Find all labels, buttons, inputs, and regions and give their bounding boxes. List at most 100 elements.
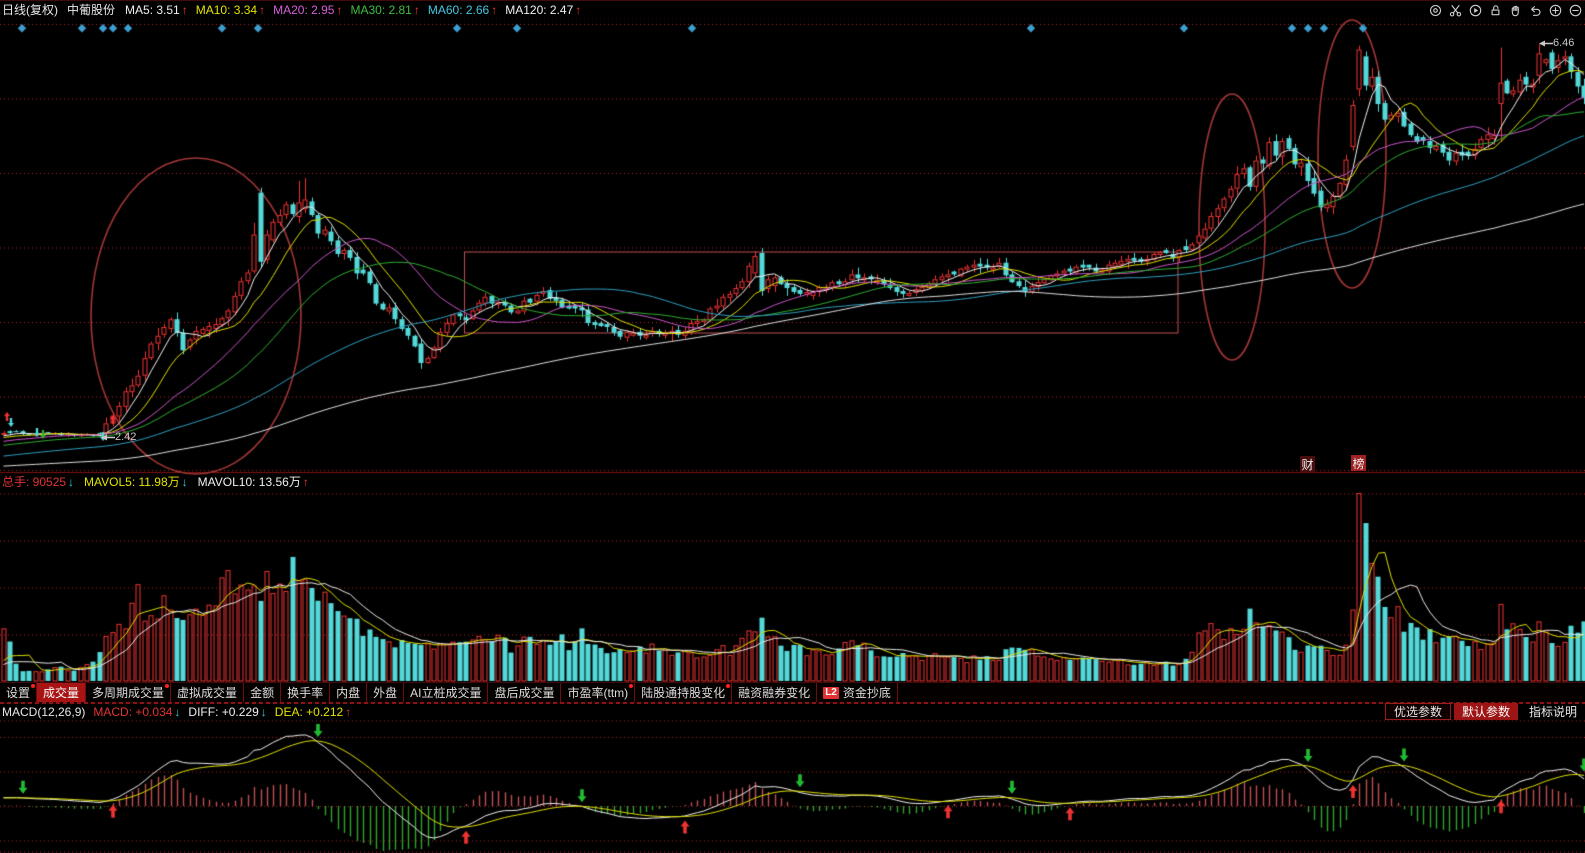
arrow-up-icon: ↑ [302,474,309,489]
ma-legend-item: MA30: 2.81 ↑ [350,3,419,17]
hand-icon[interactable] [1509,4,1522,17]
tab-label: 虚拟成交量 [177,686,238,700]
ma-legend-item: MA10: 3.34 ↑ [196,3,265,17]
arrow-down-icon: ↓ [174,704,181,719]
macd-value-text: MACD: +0.034 [93,704,173,719]
l2-badge: L2 [823,686,839,699]
arrow-up-icon: ↑ [181,2,188,17]
left-arrow-icon [1539,40,1553,46]
tab-label: 内盘 [336,686,361,700]
macd-params-label: MACD(12,26,9) [2,704,86,719]
notification-dot [165,684,170,688]
volume-header-item: MAVOL10: 13.56万 ↑ [198,473,309,490]
indicator-tab-bar: 设置 成交量 多周期成交量 虚拟成交量 金额 换手率 内盘 外盘 AI立桩成交量… [0,682,1585,704]
window-top-border [0,0,1585,1]
chart-toolbar [1429,4,1582,17]
watermark-char: 榜 [1351,455,1366,471]
stock-name: 中葡股份 [67,3,116,17]
low-price-value: 2.42 [115,431,137,443]
ma-legend-item: MA60: 2.66 ↑ [428,3,497,17]
tab-label: 设置 [6,686,31,700]
macd-header: MACD(12,26,9) MACD: +0.034 ↓ DIFF: +0.22… [0,703,1585,720]
scissors-icon[interactable] [1449,4,1462,17]
macd-value-item: DEA: +0.212 ↑ [275,705,351,719]
tab-outer-volume[interactable]: 外盘 [367,683,405,702]
eye-icon[interactable] [1429,4,1442,17]
arrow-up-icon: ↑ [575,2,582,17]
unlock-icon[interactable] [1489,4,1502,17]
ma60-legend-text: MA60: 2.66 [427,2,490,17]
notification-dot [629,684,634,688]
button-optimal-params[interactable]: 优选参数 [1384,703,1451,720]
chart-title-bar: 日线(复权) 中葡股份 MA5: 3.51 ↑ MA10: 3.34 ↑ MA2… [0,0,1585,19]
undo-icon[interactable] [1529,4,1542,17]
macd-value-item: DIFF: +0.229 ↓ [188,705,266,719]
tab-ai-volume[interactable]: AI立桩成交量 [404,683,489,702]
ma120-legend-text: MA120: 2.47 [505,2,574,17]
arrow-up-icon: ↑ [259,2,266,17]
arrow-down-icon: ↓ [260,704,267,719]
notification-dot [726,684,731,688]
period-label: 日线(复权) [2,3,58,17]
button-indicator-help[interactable]: 指标说明 [1528,705,1577,719]
arrow-up-icon: ↑ [345,704,352,719]
volume-header: 总手: 90525 ↓ MAVOL5: 11.98万 ↓ MAVOL10: 13… [0,473,1585,490]
tab-label: 市盈率(ttm) [567,686,629,700]
ma-legend-item: MA120: 2.47 ↑ [505,3,581,17]
arrow-up-icon: ↑ [336,2,343,17]
tab-label: AI立桩成交量 [410,686,482,700]
low-price-marker: 2.42 [101,431,136,443]
volume-header-item: MAVOL5: 11.98万 ↓ [84,473,188,490]
tab-volume[interactable]: 成交量 [37,683,87,702]
play-icon[interactable] [1469,4,1482,17]
ma5-legend-text: MA5: 3.51 [125,2,180,17]
tab-pe-ttm[interactable]: 市盈率(ttm) [561,683,636,702]
arrow-up-icon: ↑ [491,2,498,17]
ma20-legend-text: MA20: 2.95 [273,2,335,17]
tab-margin-trading[interactable]: 融资融券变化 [732,683,818,702]
notification-dot [31,684,36,688]
tab-label: 成交量 [43,686,80,700]
dea-value-text: DEA: +0.212 [274,704,344,719]
mavol5-text: MAVOL5: 11.98万 [84,475,180,489]
arrow-up-icon: ↑ [413,2,420,17]
tab-fund-bottom-fishing[interactable]: L2 资金抄底 [817,683,898,702]
arrow-down-icon: ↓ [68,474,75,489]
macd-buttons: 优选参数 默认参数 指标说明 [1384,703,1585,720]
tab-label: 换手率 [287,686,324,700]
tab-label: 陆股通持股变化 [641,686,726,700]
diff-value-text: DIFF: +0.229 [188,704,259,719]
tab-turnover-rate[interactable]: 换手率 [281,683,331,702]
tab-settings[interactable]: 设置 [0,683,38,702]
volume-header-item: 总手: 90525 ↓ [2,473,74,490]
tab-label: 外盘 [373,686,398,700]
mavol10-text: MAVOL10: 13.56万 [197,475,301,489]
tab-virtual-volume[interactable]: 虚拟成交量 [171,683,245,702]
high-price-marker: 6.46 [1539,37,1574,49]
tab-after-hours-volume[interactable]: 盘后成交量 [488,683,562,702]
zoom-in-icon[interactable] [1549,4,1562,17]
ma-legend-item: MA20: 2.95 ↑ [273,3,342,17]
button-default-params[interactable]: 默认参数 [1453,703,1518,720]
watermark-char: 财 [1300,456,1315,472]
tab-inner-volume[interactable]: 内盘 [330,683,368,702]
tab-amount[interactable]: 金额 [244,683,282,702]
tab-label: 融资融券变化 [738,686,811,700]
zoom-out-icon[interactable] [1569,4,1582,17]
total-hands-text: 总手: 90525 [2,475,67,489]
tab-label: 多周期成交量 [92,686,165,700]
left-arrow-icon [101,434,115,440]
tab-multi-period-volume[interactable]: 多周期成交量 [86,683,172,702]
ma30-legend-text: MA30: 2.81 [350,2,412,17]
arrow-down-icon: ↓ [181,474,188,489]
tab-label: 资金抄底 [842,686,891,700]
high-price-value: 6.46 [1553,37,1575,49]
ma10-legend-text: MA10: 3.34 [195,2,258,17]
macd-value-item: MACD: +0.034 ↓ [93,705,180,719]
ma-legend-item: MA5: 3.51 ↑ [125,3,188,17]
tab-label: 盘后成交量 [494,686,555,700]
tab-northbound-holdings[interactable]: 陆股通持股变化 [635,683,733,702]
tab-label: 金额 [250,686,275,700]
